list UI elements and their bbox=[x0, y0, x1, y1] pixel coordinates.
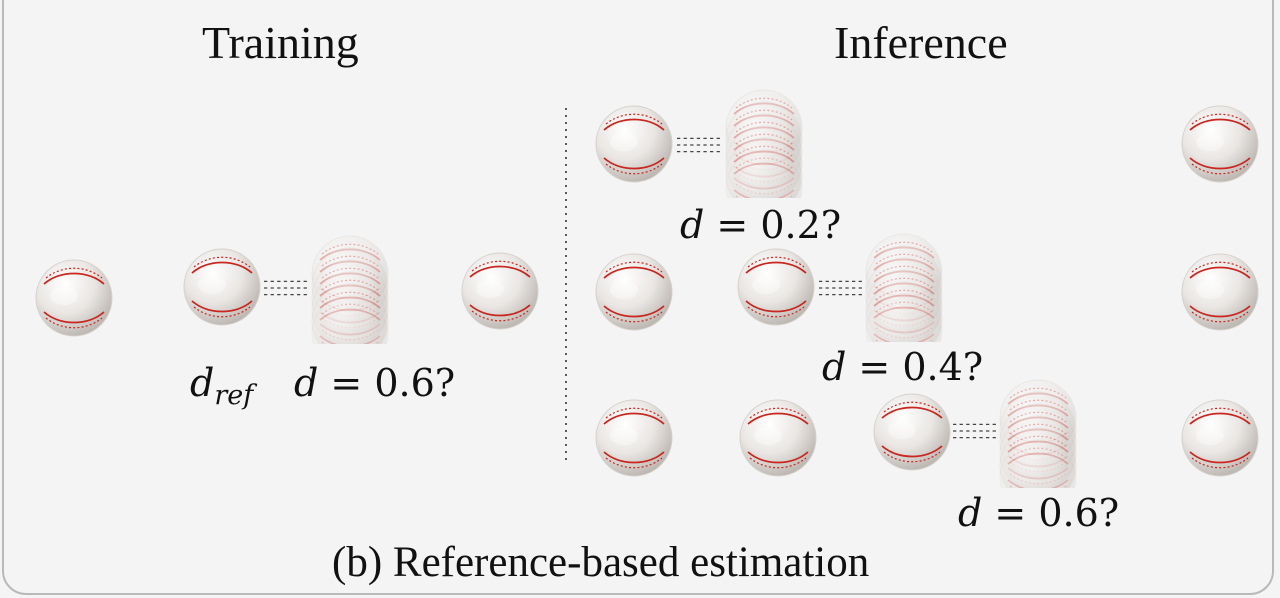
training-row bbox=[35, 236, 539, 372]
inference-row-3-label: d = 0.6? bbox=[958, 494, 1119, 532]
training-estimate-label: d = 0.6? bbox=[294, 364, 455, 402]
reference-label-sub: ref bbox=[214, 380, 254, 411]
inference-row-3 bbox=[595, 380, 1259, 516]
reference-label-var: d bbox=[190, 361, 215, 405]
baseball-icon bbox=[1181, 105, 1259, 183]
baseball-icon bbox=[737, 248, 815, 326]
row-1-var: d bbox=[680, 203, 705, 247]
training-estimate-var: d bbox=[294, 361, 319, 405]
inference-heading: Inference bbox=[834, 17, 1008, 68]
training-heading: Training bbox=[202, 17, 359, 68]
baseball-icon bbox=[35, 259, 113, 337]
motion-trail-icon bbox=[818, 280, 864, 296]
baseball-icon bbox=[1181, 253, 1259, 331]
row-2-var: d bbox=[822, 345, 847, 389]
motion-trail-icon bbox=[676, 137, 722, 153]
baseball-icon bbox=[595, 253, 673, 331]
motion-trail-icon bbox=[952, 423, 998, 439]
motion-blur-baseball-icon bbox=[312, 236, 388, 372]
motion-trail-icon bbox=[263, 280, 309, 296]
reference-label: dref bbox=[190, 364, 253, 409]
row-2-op: = bbox=[846, 345, 903, 389]
row-1-op: = bbox=[704, 203, 761, 247]
baseball-icon bbox=[595, 399, 673, 477]
baseball-icon bbox=[461, 252, 539, 330]
baseball-icon bbox=[1181, 399, 1259, 477]
baseball-icon bbox=[595, 105, 673, 183]
training-estimate-value: 0.6? bbox=[374, 361, 456, 405]
figure-caption: (b) Reference-based estimation bbox=[332, 539, 870, 586]
baseball-icon bbox=[873, 393, 951, 471]
row-2-value: 0.4? bbox=[902, 345, 984, 389]
row-3-op: = bbox=[982, 491, 1039, 535]
baseball-icon bbox=[739, 399, 817, 477]
baseball-icon bbox=[183, 248, 261, 326]
row-3-var: d bbox=[958, 491, 983, 535]
training-estimate-op: = bbox=[318, 361, 375, 405]
row-3-value: 0.6? bbox=[1038, 491, 1120, 535]
row-1-value: 0.2? bbox=[760, 203, 842, 247]
inference-row-2-label: d = 0.4? bbox=[822, 348, 983, 386]
inference-row-1-label: d = 0.2? bbox=[680, 206, 841, 244]
